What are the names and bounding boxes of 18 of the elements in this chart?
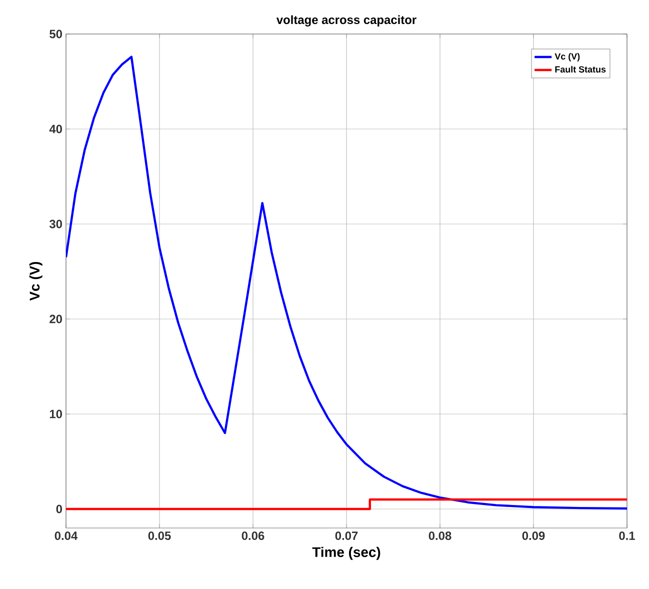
- x-tick-label: 0.1: [619, 532, 635, 540]
- x-tick-label: 0.06: [242, 532, 264, 540]
- x-tick-label: 0.05: [148, 532, 171, 540]
- y-tick-label: 50: [50, 30, 62, 38]
- x-tick-label: 0.04: [54, 532, 78, 540]
- y-tick-label: 40: [49, 124, 62, 134]
- legend-label: Vc (V): [554, 53, 580, 62]
- legend-label: Fault Status: [555, 66, 606, 73]
- x-axis-title: Time (sec): [312, 546, 380, 560]
- y-tick-label: 30: [49, 220, 62, 228]
- y-tick-label: 20: [50, 314, 62, 324]
- x-tick-label: 0.09: [522, 532, 545, 540]
- x-tick-label: 0.07: [335, 532, 358, 540]
- y-tick-label: 0: [56, 504, 62, 514]
- chart-title: voltage across capacitor: [276, 15, 416, 26]
- x-tick-label: 0.08: [428, 532, 452, 540]
- y-tick-label: 10: [50, 410, 62, 418]
- y-axis-title: Vc (V): [29, 262, 42, 301]
